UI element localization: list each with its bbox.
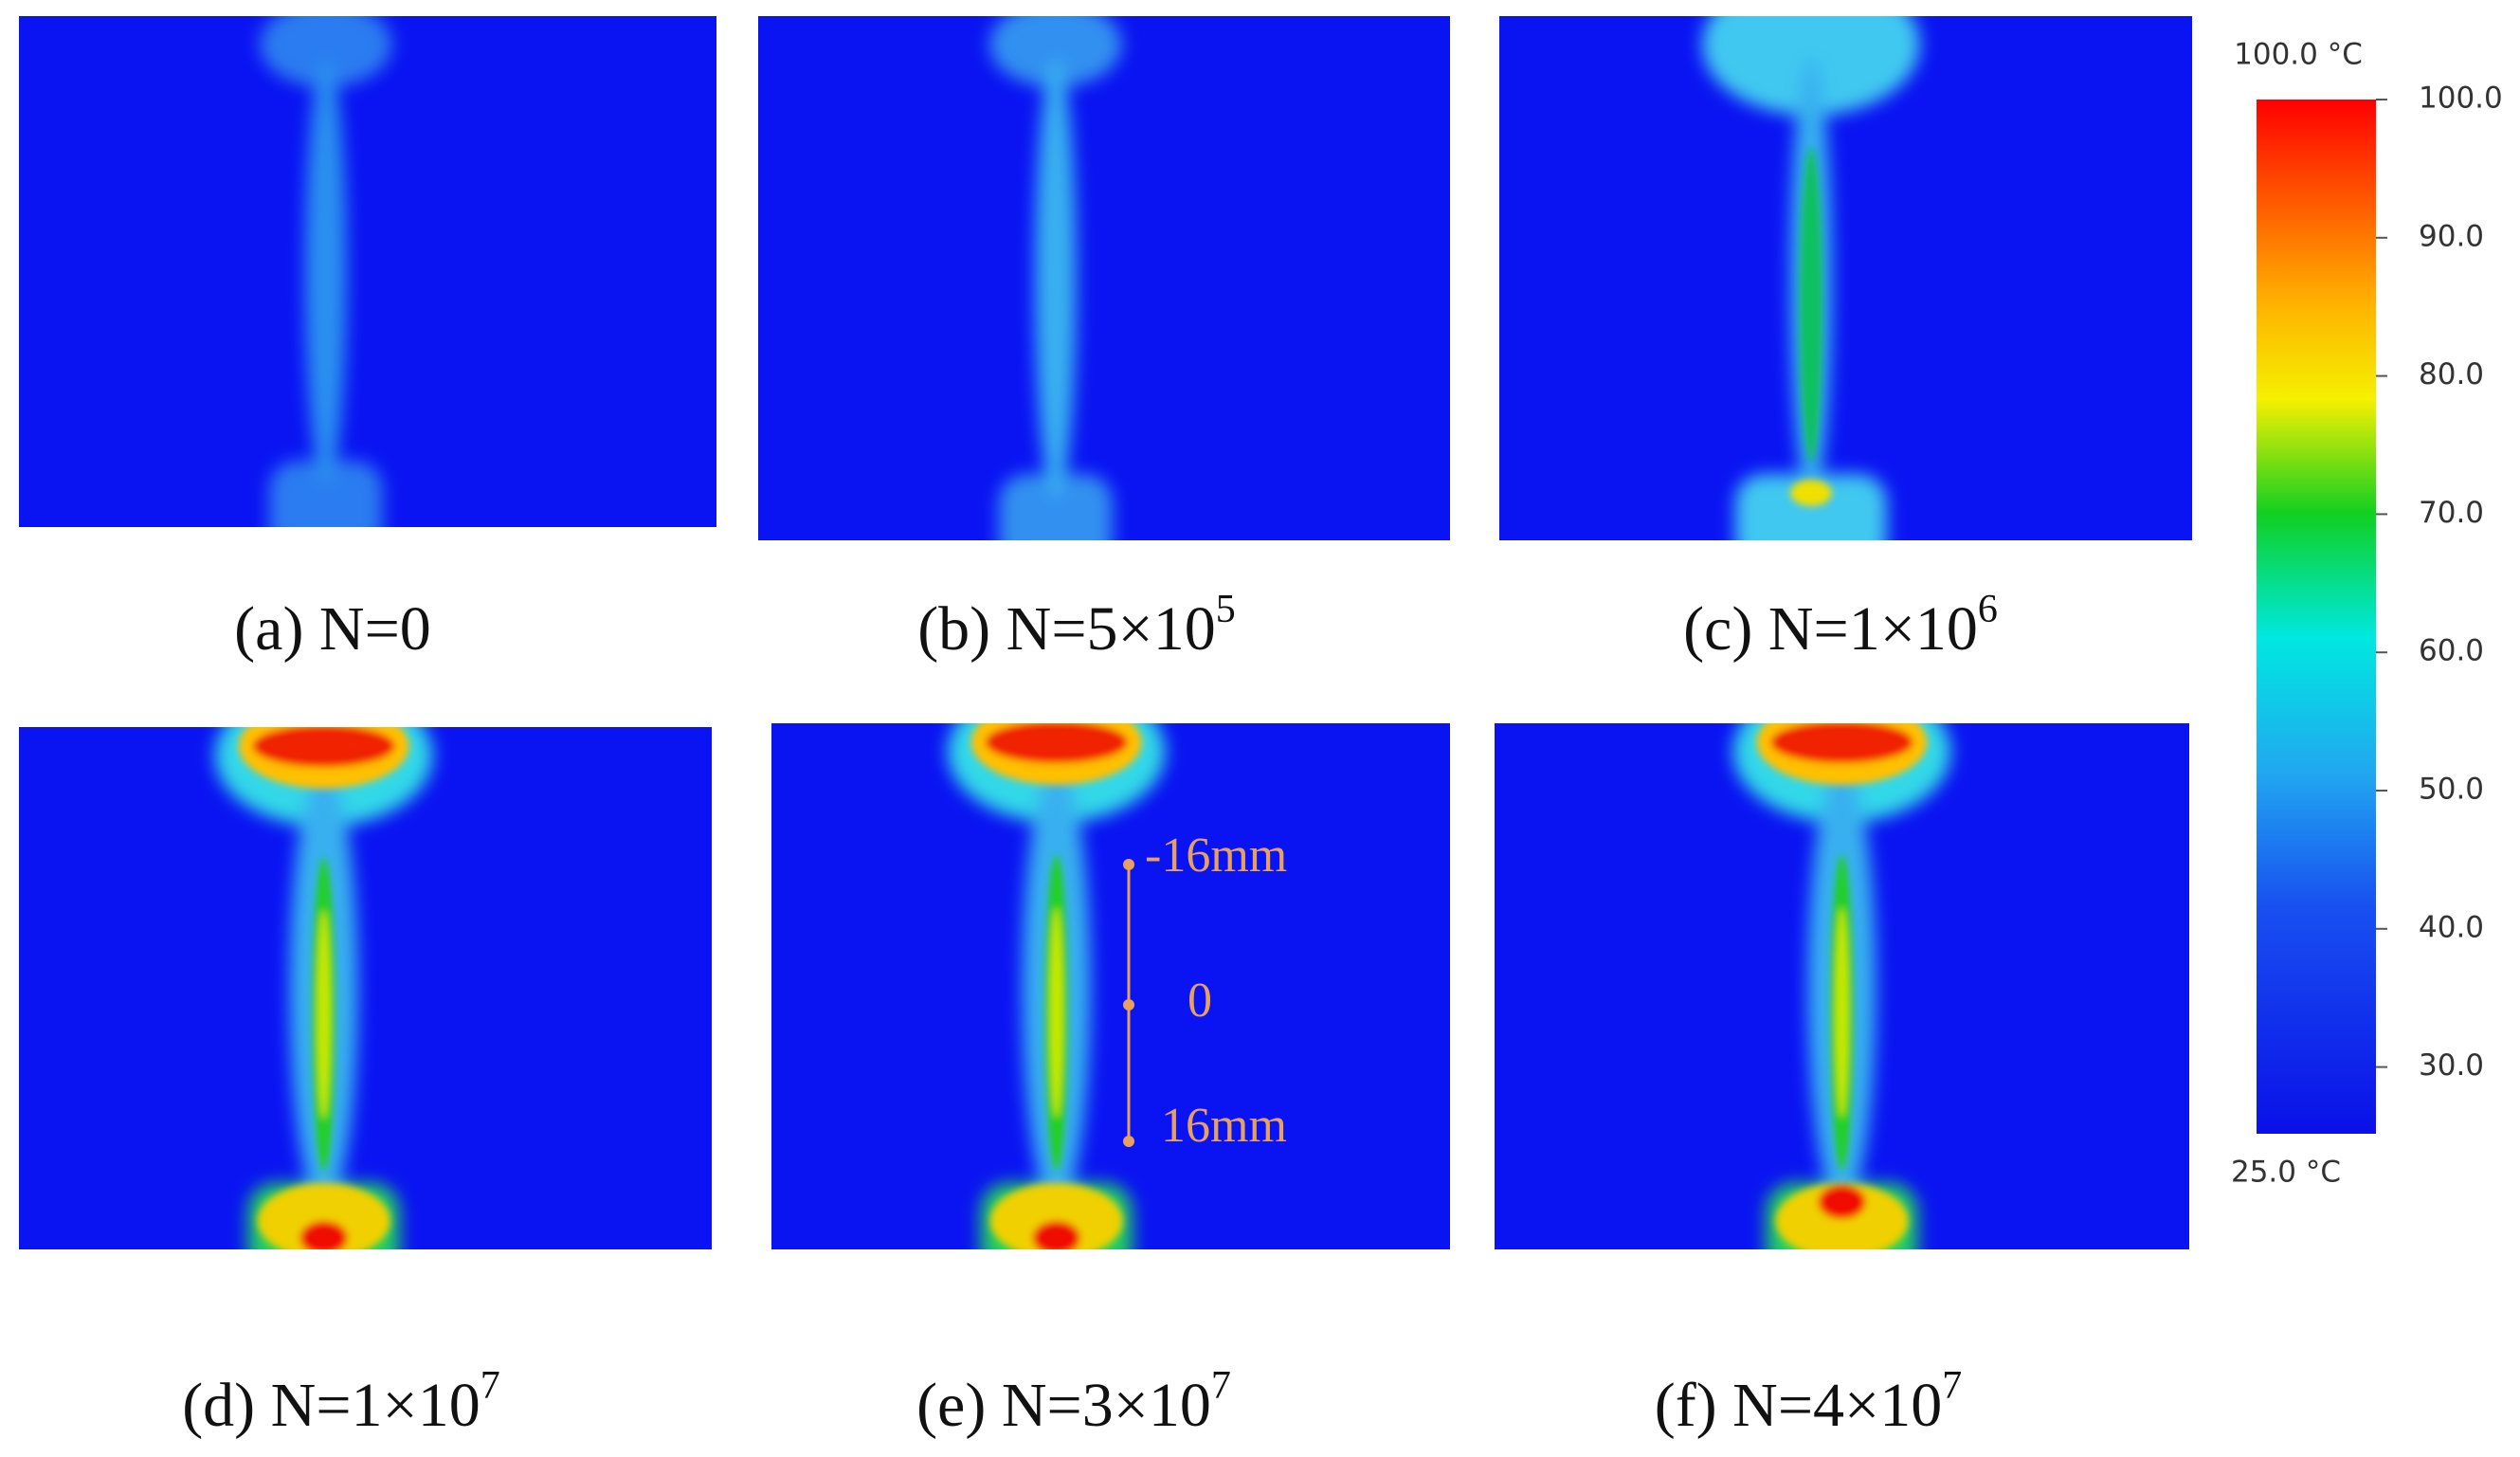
bottom-red [1818,1185,1866,1219]
colorbar [2257,100,2376,1134]
background [19,16,716,527]
hot [1756,723,1928,1249]
colorbar-tick-label: 30.0 [2419,1048,2484,1083]
colorbar-tick-label: 90.0 [2419,219,2484,253]
panel-caption: (a) N=0 [234,594,431,664]
caption-text: (f) N=4×10 [1655,1371,1943,1440]
colorbar-tick-label: 40.0 [2419,910,2484,944]
panel-caption: (e) N=3×107 [916,1364,1231,1441]
specimen [988,16,1122,540]
core-hot [1835,907,1849,1119]
colorbar-max: 100.0 °C [2234,38,2363,72]
spot [1789,480,1832,506]
hot [238,727,409,1249]
caption-text: (b) N=5×10 [917,594,1216,664]
specimen [259,16,392,527]
top-red [1770,723,1913,763]
bottom-grip [268,461,383,527]
gauge-dot [1123,859,1134,870]
thermal-image [1495,723,2189,1249]
hot [1789,147,1832,506]
top-red [252,727,395,767]
panel-caption: (f) N=4×107 [1655,1364,1963,1441]
shaft [304,57,347,486]
thermal-image [19,727,712,1249]
bottom-red [1032,1221,1080,1249]
bottom-hot [989,1183,1123,1249]
bottom-grip [998,474,1113,540]
gauge-dot [1123,1136,1134,1147]
thermal-image [771,723,1450,1249]
gauge-dot [1123,999,1134,1011]
caption-exponent: 5 [1216,588,1236,631]
colorbar-min: 25.0 °C [2231,1156,2341,1190]
panel-caption: (d) N=1×107 [182,1364,500,1441]
bottom-red [299,1221,348,1249]
core [1799,147,1822,463]
caption-text: (c) N=1×10 [1683,594,1978,664]
top-grip [259,16,392,87]
caption-text: (a) N=0 [234,594,431,664]
annotation: 16mm [1161,1099,1287,1153]
panel-caption: (b) N=5×105 [917,588,1236,665]
shaft [1034,58,1077,499]
caption-exponent: 7 [480,1364,500,1408]
bottom-hot [257,1183,390,1249]
top-grip [988,16,1122,87]
colorbar-tick-label: 50.0 [2419,773,2484,807]
colorbar-tick-label: 70.0 [2419,496,2484,530]
annotation: -16mm [1145,829,1287,883]
thermal-image [758,16,1450,540]
caption-exponent: 7 [1211,1364,1231,1408]
core-hot [317,909,331,1120]
top-red [985,723,1128,763]
thermal-image [1499,16,2192,540]
colorbar-tick-label: 100.0 [2419,82,2503,116]
caption-text: (d) N=1×10 [182,1371,480,1440]
thermal-image [19,16,716,527]
caption-exponent: 6 [1978,588,1998,631]
annotation: 0 [1187,974,1212,1028]
colorbar-tick-label: 60.0 [2419,634,2484,668]
colorbar-tick-label: 80.0 [2419,357,2484,392]
core-hot [1049,907,1063,1119]
panel-caption: (c) N=1×106 [1683,588,1998,665]
hot [970,723,1142,1249]
background [758,16,1450,540]
caption-text: (e) N=3×10 [916,1371,1211,1440]
bottom-grip [1734,474,1887,540]
caption-exponent: 7 [1942,1364,1962,1408]
